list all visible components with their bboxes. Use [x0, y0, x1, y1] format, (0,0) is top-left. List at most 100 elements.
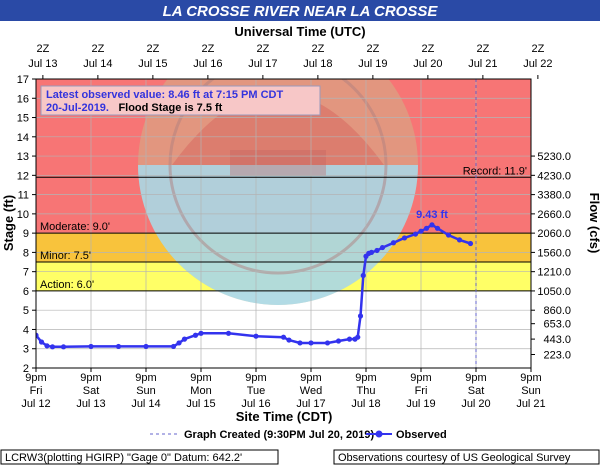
- flow-axis-label: Flow (cfs): [587, 193, 600, 254]
- stage-tick-label: 8: [23, 247, 29, 259]
- site-time-tick-time: 9pm: [300, 372, 321, 384]
- utc-axis-title: Universal Time (UTC): [234, 24, 365, 39]
- flow-tick-label: 1560.0: [537, 247, 571, 259]
- record-threshold-label: Record: 11.9': [463, 165, 527, 177]
- site-time-tick-date: Jul 13: [76, 398, 105, 410]
- flow-tick-label: 1050.0: [537, 286, 571, 298]
- site-time-tick-day: Sun: [136, 385, 156, 397]
- latest-observed-line1: Latest observed value: 8.46 ft at 7:15 P…: [46, 89, 283, 101]
- utc-tick-date: Jul 18: [303, 58, 332, 70]
- observed-point: [181, 336, 188, 342]
- threshold-labels: Moderate: 9.0' Minor: 7.5' Action: 6.0' Rec…: [40, 165, 527, 291]
- stage-tick-label: 17: [17, 74, 29, 86]
- utc-tick-date: Jul 17: [248, 58, 277, 70]
- flow-tick-label: 223.0: [543, 350, 571, 362]
- moderate-threshold-label: Moderate: 9.0': [40, 221, 110, 233]
- utc-tick-date: Jul 22: [523, 58, 552, 70]
- site-time-tick-date: Jul 19: [406, 398, 435, 410]
- observed-point: [36, 332, 39, 338]
- site-time-tick-time: 9pm: [135, 372, 156, 384]
- site-time-tick-date: Jul 12: [21, 398, 50, 410]
- stage-tick-label: 10: [17, 209, 29, 221]
- utc-tick-hour: 2Z: [256, 43, 269, 55]
- site-time-tick-time: 9pm: [80, 372, 101, 384]
- utc-tick-hour: 2Z: [531, 43, 544, 55]
- stage-tick-label: 3: [23, 344, 29, 356]
- footer-courtesy: Observations courtesy of US Geological S…: [338, 452, 571, 464]
- observed-point: [170, 343, 177, 350]
- site-time-tick-time: 9pm: [245, 372, 266, 384]
- flow-tick-label: 443.0: [543, 334, 571, 346]
- stage-tick-label: 16: [17, 93, 29, 105]
- stage-tick-label: 5: [23, 305, 29, 317]
- observed-point: [253, 333, 259, 339]
- utc-tick-hour: 2Z: [311, 43, 324, 55]
- latest-observed-date: 20-Jul-2019.: [46, 102, 109, 114]
- stage-tick-label: 7: [23, 267, 29, 279]
- site-time-tick-date: Jul 16: [241, 398, 270, 410]
- observed-point: [355, 334, 361, 340]
- stage-tick-label: 12: [17, 170, 29, 182]
- site-time-tick-time: 9pm: [520, 372, 541, 384]
- site-time-tick-date: Jul 21: [516, 398, 545, 410]
- flood-stage-note: Flood Stage is 7.5 ft: [118, 102, 222, 114]
- flow-axis-ticks: 223.0 443.0 653.0 860.0 1050.0 1210.0 1560.0 20…: [531, 151, 571, 362]
- site-time-tick-time: 9pm: [355, 372, 376, 384]
- site-time-tick-time: 9pm: [25, 372, 46, 384]
- footer-courtesy-box: [333, 449, 600, 465]
- utc-tick-labels: 2Z Jul 13 2Z Jul 14 2Z Jul 15 2Z Jul 16 2Z Jul 17…: [28, 43, 553, 79]
- observed-point: [429, 222, 435, 228]
- observed-point: [360, 272, 366, 279]
- flow-tick-label: 1210.0: [537, 267, 571, 279]
- stage-tick-label: 13: [17, 151, 29, 163]
- observed-point: [434, 225, 441, 231]
- observed-point: [88, 343, 94, 350]
- legend: Graph Created (9:30PM Jul 20, 2019) Obse…: [150, 429, 447, 441]
- stage-tick-label: 4: [23, 324, 29, 336]
- observed-point: [374, 247, 380, 254]
- utc-tick-hour: 2Z: [91, 43, 104, 55]
- observed-point: [346, 336, 353, 342]
- observed-point: [176, 340, 182, 346]
- observed-point: [379, 244, 386, 251]
- site-time-tick-time: 9pm: [190, 372, 211, 384]
- stage-tick-label: 6: [23, 286, 29, 298]
- observed-point: [418, 228, 424, 234]
- site-time-tick-time: 9pm: [410, 372, 431, 384]
- utc-tick-hour: 2Z: [476, 43, 489, 55]
- observed-point: [357, 313, 364, 319]
- title-bar: [0, 0, 600, 21]
- footer-datum: LCRW3(plotting HGIRP) "Gage 0" Datum: 64…: [5, 452, 242, 464]
- observed-point: [324, 340, 331, 346]
- observed-point: [198, 330, 204, 336]
- site-time-tick-day: Mon: [190, 385, 211, 397]
- site-time-tick-day: Sat: [468, 385, 485, 397]
- observed-point: [445, 232, 452, 238]
- flow-tick-label: 3380.0: [537, 190, 571, 202]
- observed-point: [115, 343, 122, 350]
- observed-point: [456, 237, 463, 243]
- observed-point: [38, 339, 45, 345]
- site-time-tick-date: Jul 18: [351, 398, 380, 410]
- flow-tick-label: 2660.0: [537, 209, 571, 221]
- site-time-tick-date: Jul 14: [131, 398, 160, 410]
- utc-tick-hour: 2Z: [421, 43, 434, 55]
- stage-tick-label: 9: [23, 228, 29, 240]
- stage-tick-label: 11: [18, 190, 29, 202]
- observed-point: [423, 225, 430, 231]
- observed-series: [36, 222, 474, 350]
- stage-tick-label: 2: [23, 363, 29, 375]
- site-time-tick-day: Tue: [247, 385, 266, 397]
- observed-point: [280, 334, 287, 340]
- observed-point: [401, 235, 408, 241]
- flow-tick-label: 4230.0: [537, 170, 571, 182]
- latest-observed-box: [40, 85, 321, 116]
- minor-threshold-label: Minor: 7.5': [40, 250, 91, 262]
- site-time-tick-day: Fri: [30, 385, 43, 397]
- noaa-watermark: [138, 79, 418, 305]
- flow-tick-label: 860.0: [543, 305, 571, 317]
- utc-tick-hour: 2Z: [36, 43, 49, 55]
- flow-tick-label: 653.0: [543, 319, 571, 331]
